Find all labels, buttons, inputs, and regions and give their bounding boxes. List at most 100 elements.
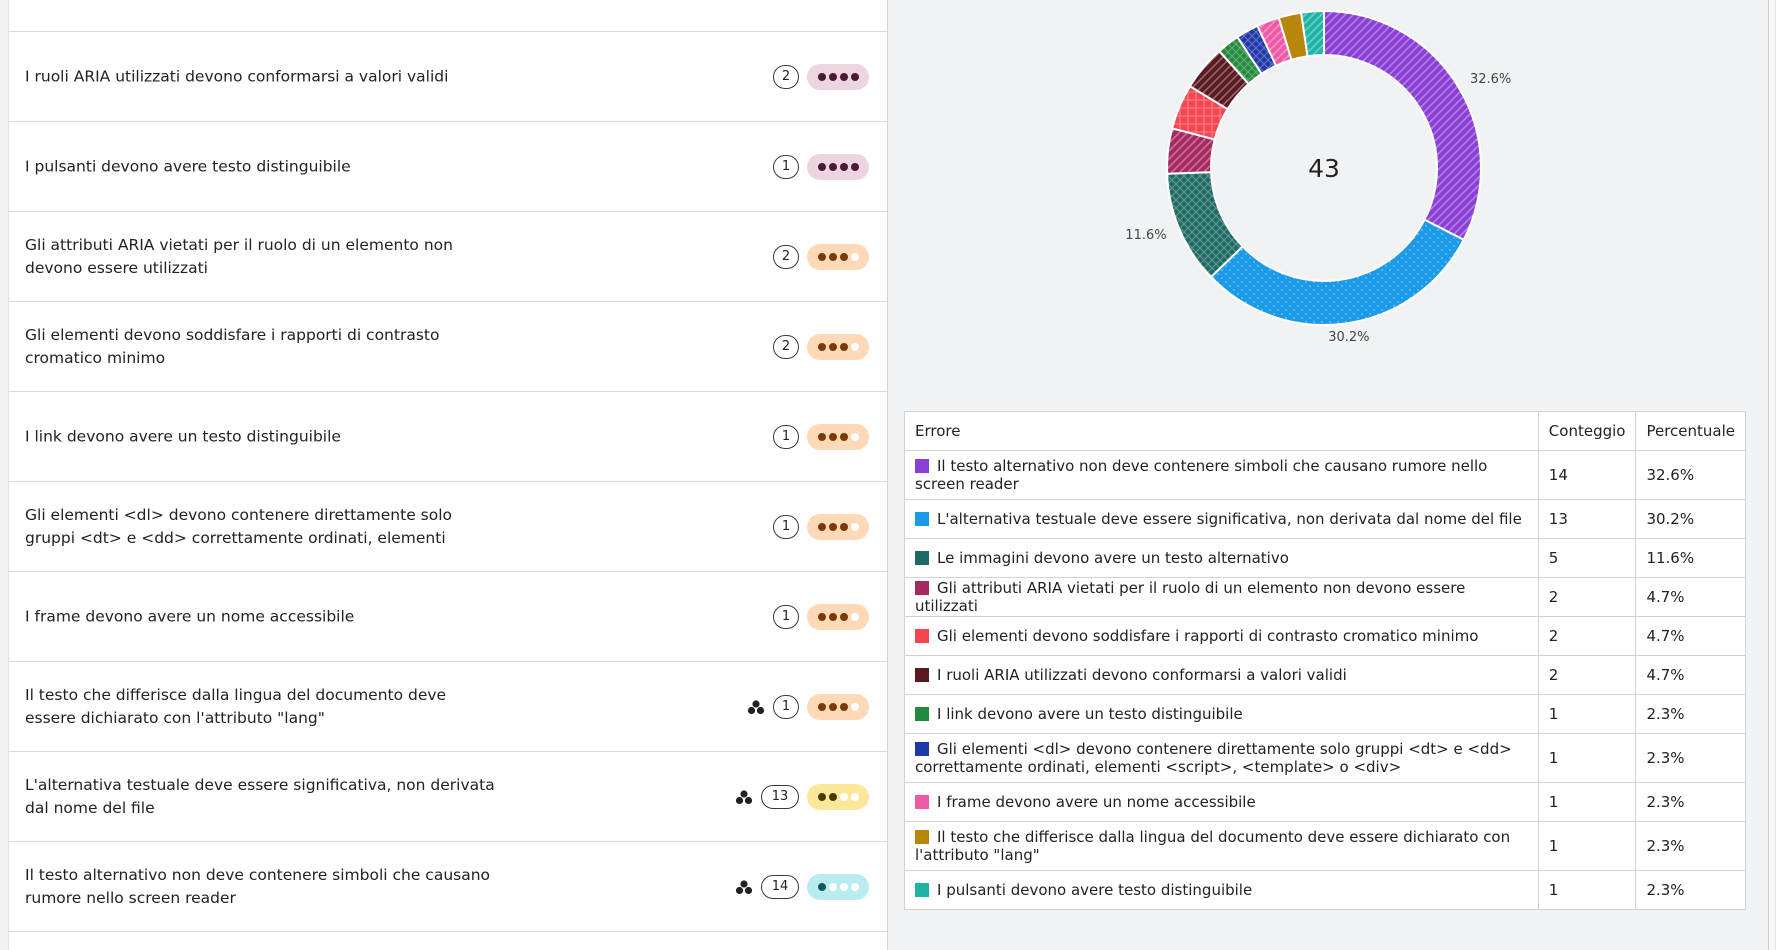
issue-row[interactable]: Gli elementi <dl> devono contenere diret… bbox=[9, 482, 887, 572]
header-count[interactable]: Conteggio bbox=[1537, 411, 1637, 451]
error-text: Le immagini devono avere un testo altern… bbox=[937, 549, 1289, 567]
percent-cell: 2.3% bbox=[1635, 821, 1746, 871]
issue-row[interactable]: L'alternativa testuale deve essere signi… bbox=[9, 752, 887, 842]
error-cell: I pulsanti devono avere testo distinguib… bbox=[904, 870, 1539, 910]
legend-swatch bbox=[915, 459, 929, 473]
severity-dot-filled bbox=[839, 702, 848, 711]
issue-label: L'alternativa testuale deve essere signi… bbox=[25, 775, 495, 817]
legend-swatch bbox=[915, 581, 929, 595]
error-text: I link devono avere un testo distinguibi… bbox=[937, 705, 1243, 723]
error-text: I ruoli ARIA utilizzati devono conformar… bbox=[937, 666, 1347, 684]
issue-row[interactable]: Il testo che differisce dalla lingua del… bbox=[9, 662, 887, 752]
percent-cell: 4.7% bbox=[1635, 655, 1746, 695]
issue-label: Gli attributi ARIA vietati per il ruolo … bbox=[25, 235, 453, 277]
header-percent[interactable]: Percentuale bbox=[1635, 411, 1746, 451]
issue-row[interactable]: I frame devono avere un nome accessibile… bbox=[9, 572, 887, 662]
legend-swatch bbox=[915, 883, 929, 897]
severity-dot-filled bbox=[817, 882, 826, 891]
percent-cell: 4.7% bbox=[1635, 577, 1746, 617]
table-row: I pulsanti devono avere testo distinguib… bbox=[904, 870, 1746, 910]
error-cell: Gli attributi ARIA vietati per il ruolo … bbox=[904, 577, 1539, 617]
severity-dot-empty bbox=[850, 522, 859, 531]
severity-dot-filled bbox=[839, 342, 848, 351]
severity-dot-empty bbox=[839, 882, 848, 891]
severity-badge bbox=[807, 873, 869, 900]
issue-row[interactable]: I link devono avere un testo distinguibi… bbox=[9, 392, 887, 482]
issue-count-badge: 2 bbox=[773, 244, 799, 269]
severity-dot-empty bbox=[850, 612, 859, 621]
donut-svg: 32.6% 30.2% 11.6% 43 bbox=[1125, 9, 1511, 345]
issue-row[interactable]: Il testo alternativo non deve contenere … bbox=[9, 842, 887, 932]
severity-dot-empty bbox=[828, 882, 837, 891]
count-cell: 14 bbox=[1537, 450, 1637, 500]
error-text: L'alternativa testuale deve essere signi… bbox=[937, 510, 1522, 528]
issue-count-badge: 14 bbox=[761, 874, 799, 899]
error-cell: Gli elementi <dl> devono contenere diret… bbox=[904, 733, 1539, 783]
issue-count-badge: 1 bbox=[773, 604, 799, 629]
header-error[interactable]: Errore bbox=[904, 411, 1539, 451]
errors-donut-chart: 32.6% 30.2% 11.6% 43 bbox=[888, 0, 1768, 400]
donut-slice[interactable] bbox=[1300, 9, 1325, 58]
slice-percent-label: 32.6% bbox=[1470, 72, 1511, 87]
severity-dot-filled bbox=[839, 432, 848, 441]
severity-dot-filled bbox=[817, 342, 826, 351]
count-cell: 5 bbox=[1537, 538, 1637, 578]
donut-slice[interactable] bbox=[1323, 9, 1482, 242]
severity-dot-empty bbox=[850, 702, 859, 711]
severity-dot-filled bbox=[817, 792, 826, 801]
error-cell: Gli elementi devono soddisfare i rapport… bbox=[904, 616, 1539, 656]
table-row: Gli elementi devono soddisfare i rapport… bbox=[904, 616, 1746, 656]
table-row: I frame devono avere un nome accessibile… bbox=[904, 782, 1746, 822]
donut-total-label: 43 bbox=[1308, 154, 1340, 183]
issue-label: I ruoli ARIA utilizzati devono conformar… bbox=[25, 67, 449, 85]
severity-dot-filled bbox=[828, 432, 837, 441]
severity-dot-filled bbox=[828, 522, 837, 531]
percent-cell: 11.6% bbox=[1635, 538, 1746, 578]
percent-cell: 4.7% bbox=[1635, 616, 1746, 656]
severity-dot-filled bbox=[839, 612, 848, 621]
issue-label: I link devono avere un testo distinguibi… bbox=[25, 427, 341, 445]
issue-row[interactable] bbox=[9, 0, 887, 32]
issue-row[interactable]: Gli elementi devono soddisfare i rapport… bbox=[9, 302, 887, 392]
error-text: I frame devono avere un nome accessibile bbox=[937, 793, 1256, 811]
severity-dot-filled bbox=[839, 162, 848, 171]
severity-dot-filled bbox=[828, 612, 837, 621]
issue-row[interactable]: Gli attributi ARIA vietati per il ruolo … bbox=[9, 212, 887, 302]
severity-dot-filled bbox=[828, 792, 837, 801]
percent-cell: 2.3% bbox=[1635, 870, 1746, 910]
count-cell: 2 bbox=[1537, 577, 1637, 617]
table-row: Il testo alternativo non deve contenere … bbox=[904, 450, 1746, 500]
group-icon[interactable] bbox=[747, 699, 765, 715]
error-text: Gli elementi <dl> devono contenere diret… bbox=[915, 740, 1512, 776]
error-cell: Le immagini devono avere un testo altern… bbox=[904, 538, 1539, 578]
slice-percent-label: 30.2% bbox=[1328, 330, 1369, 345]
table-header-row: Errore Conteggio Percentuale bbox=[904, 411, 1746, 451]
severity-badge bbox=[807, 63, 869, 90]
issue-count-badge: 1 bbox=[773, 514, 799, 539]
severity-badge bbox=[807, 693, 869, 720]
table-row: Le immagini devono avere un testo altern… bbox=[904, 538, 1746, 578]
severity-dot-filled bbox=[828, 342, 837, 351]
count-cell: 1 bbox=[1537, 694, 1637, 734]
severity-dot-filled bbox=[839, 72, 848, 81]
scrollbar-thumb[interactable] bbox=[1768, 0, 1775, 950]
issue-row[interactable]: I ruoli ARIA utilizzati devono conformar… bbox=[9, 32, 887, 122]
severity-dot-empty bbox=[850, 342, 859, 351]
group-icon[interactable] bbox=[735, 789, 753, 805]
severity-badge bbox=[807, 783, 869, 810]
issue-count-badge: 1 bbox=[773, 694, 799, 719]
scrollbar-track[interactable] bbox=[1768, 0, 1776, 950]
percent-cell: 2.3% bbox=[1635, 733, 1746, 783]
count-cell: 2 bbox=[1537, 616, 1637, 656]
legend-swatch bbox=[915, 629, 929, 643]
issues-list: I ruoli ARIA utilizzati devono conformar… bbox=[8, 0, 888, 950]
issue-label: Il testo alternativo non deve contenere … bbox=[25, 865, 491, 907]
group-icon[interactable] bbox=[735, 879, 753, 895]
count-cell: 1 bbox=[1537, 870, 1637, 910]
table-row: I link devono avere un testo distinguibi… bbox=[904, 694, 1746, 734]
donut-slice[interactable] bbox=[1209, 218, 1465, 326]
issue-row[interactable]: I pulsanti devono avere testo distinguib… bbox=[9, 122, 887, 212]
error-cell: I frame devono avere un nome accessibile bbox=[904, 782, 1539, 822]
severity-dot-filled bbox=[817, 612, 826, 621]
severity-badge bbox=[807, 243, 869, 270]
